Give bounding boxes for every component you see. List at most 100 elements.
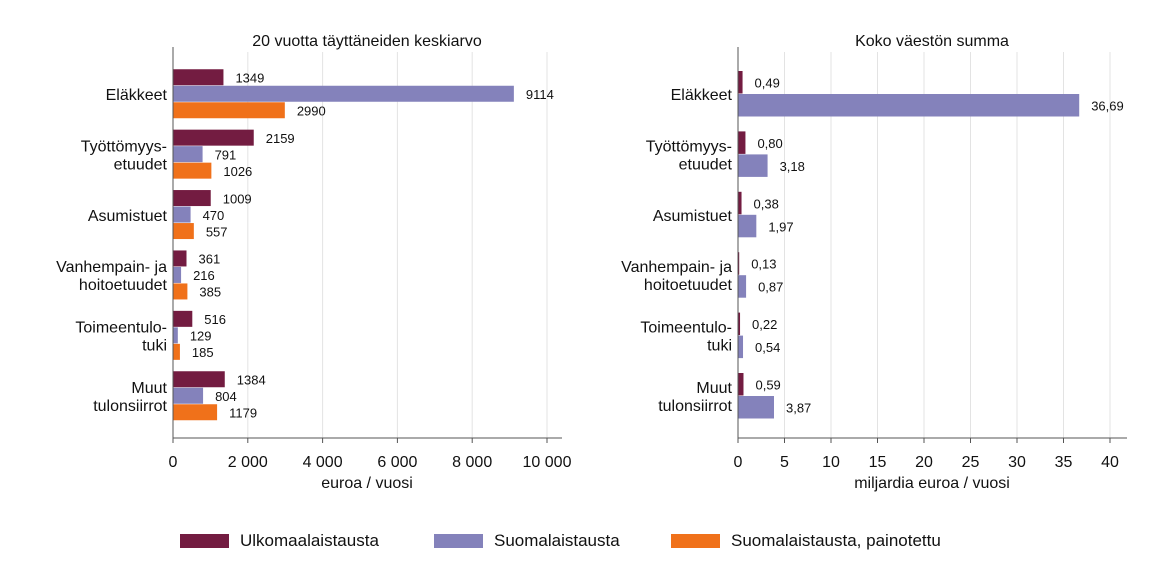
bar	[173, 283, 188, 300]
data-label: 385	[199, 285, 221, 300]
category-label: tuki	[707, 338, 732, 355]
bar	[173, 310, 193, 327]
bar	[173, 85, 514, 102]
data-label: 470	[203, 208, 225, 223]
legend-item-suomalaistausta-painotettu: Suomalaistausta, painotettu	[671, 529, 941, 553]
x-tick-label: 25	[962, 454, 980, 471]
chart-title: Koko väestön summa	[855, 33, 1009, 50]
category-label: Vanhempain- ja	[56, 259, 167, 276]
data-label: 804	[215, 389, 237, 404]
x-tick-label: 30	[1008, 454, 1026, 471]
bar	[173, 266, 182, 283]
bar	[173, 223, 194, 240]
x-tick-label: 10	[822, 454, 840, 471]
legend-item-suomalaistausta: Suomalaistausta	[434, 529, 620, 553]
data-label: 185	[192, 345, 214, 360]
bar	[738, 275, 747, 298]
x-tick-label: 40	[1101, 454, 1119, 471]
category-label: tulonsiirrot	[658, 398, 732, 415]
bar	[173, 404, 218, 421]
bar	[738, 191, 742, 215]
bar	[738, 396, 774, 419]
category-label: Työttömyys-	[646, 138, 732, 155]
bar	[738, 71, 743, 94]
bar	[738, 214, 757, 238]
bar	[173, 162, 212, 179]
data-label: 0,54	[755, 340, 780, 355]
legend-item-ulkomaalaistausta: Ulkomaalaistausta	[180, 529, 379, 553]
category-label: etuudet	[114, 156, 168, 173]
category-label: Työttömyys-	[81, 138, 167, 155]
data-label: 1179	[229, 406, 257, 421]
legend-swatch	[180, 534, 229, 548]
x-tick-label: 2 000	[228, 454, 268, 471]
x-tick-label: 15	[869, 454, 887, 471]
category-label: Toimeentulo-	[640, 320, 732, 337]
x-tick-label: 5	[780, 454, 789, 471]
data-label: 3,87	[786, 401, 811, 416]
x-tick-label: 4 000	[303, 454, 343, 471]
bar	[173, 69, 224, 86]
category-label: Eläkkeet	[106, 87, 168, 104]
chart-title: 20 vuotta täyttäneiden keskiarvo	[252, 33, 482, 50]
x-tick-label: 0	[169, 454, 178, 471]
bar	[173, 129, 254, 146]
bar	[738, 373, 744, 396]
bar	[738, 131, 746, 154]
category-label: Asumistuet	[653, 208, 733, 225]
data-label: 0,80	[757, 136, 782, 151]
data-label: 361	[199, 252, 221, 267]
category-label: Toimeentulo-	[75, 320, 167, 337]
category-label: Eläkkeet	[671, 87, 733, 104]
legend-label: Suomalaistausta	[494, 531, 620, 550]
data-label: 791	[215, 147, 237, 162]
x-tick-label: 8 000	[452, 454, 492, 471]
category-label: hoitoetuudet	[644, 277, 733, 294]
bar	[738, 335, 744, 359]
bar	[738, 252, 740, 275]
x-tick-label: 6 000	[377, 454, 417, 471]
bar	[173, 102, 285, 119]
x-tick-label: 0	[734, 454, 743, 471]
data-label: 516	[204, 312, 226, 327]
category-label: etuudet	[679, 156, 733, 173]
data-label: 0,38	[754, 196, 779, 211]
category-label: tulonsiirrot	[93, 398, 167, 415]
data-label: 0,49	[755, 76, 780, 91]
bar	[173, 250, 187, 267]
bar	[738, 94, 1080, 117]
x-tick-label: 35	[1055, 454, 1073, 471]
data-label: 3,18	[780, 159, 805, 174]
data-label: 1384	[237, 373, 266, 388]
x-tick-label: 10 000	[523, 454, 572, 471]
bar	[173, 343, 180, 360]
data-label: 0,87	[758, 280, 783, 295]
data-label: 1,97	[768, 219, 793, 234]
legend-swatch	[671, 534, 720, 548]
data-label: 2159	[266, 131, 295, 146]
data-label: 1349	[235, 71, 264, 86]
data-label: 36,69	[1091, 99, 1124, 114]
legend-label: Suomalaistausta, painotettu	[731, 531, 941, 550]
bar	[173, 190, 211, 207]
data-label: 0,22	[752, 317, 777, 332]
category-label: Muut	[696, 380, 732, 397]
category-label: tuki	[142, 338, 167, 355]
data-label: 557	[206, 224, 228, 239]
category-label: hoitoetuudet	[79, 277, 168, 294]
data-label: 216	[193, 268, 215, 283]
data-label: 129	[190, 329, 212, 344]
category-label: Muut	[131, 380, 167, 397]
x-axis-label: euroa / vuosi	[321, 475, 413, 492]
x-tick-label: 20	[915, 454, 933, 471]
x-axis-label: miljardia euroa / vuosi	[854, 475, 1010, 492]
data-label: 2990	[297, 104, 326, 119]
category-label: Asumistuet	[88, 208, 168, 225]
legend-label: Ulkomaalaistausta	[240, 531, 379, 550]
category-label: Vanhempain- ja	[621, 259, 732, 276]
data-label: 0,13	[751, 257, 776, 272]
legend: Ulkomaalaistausta Suomalaistausta Suomal…	[0, 529, 1156, 553]
legend-swatch	[434, 534, 483, 548]
bar	[738, 154, 768, 177]
